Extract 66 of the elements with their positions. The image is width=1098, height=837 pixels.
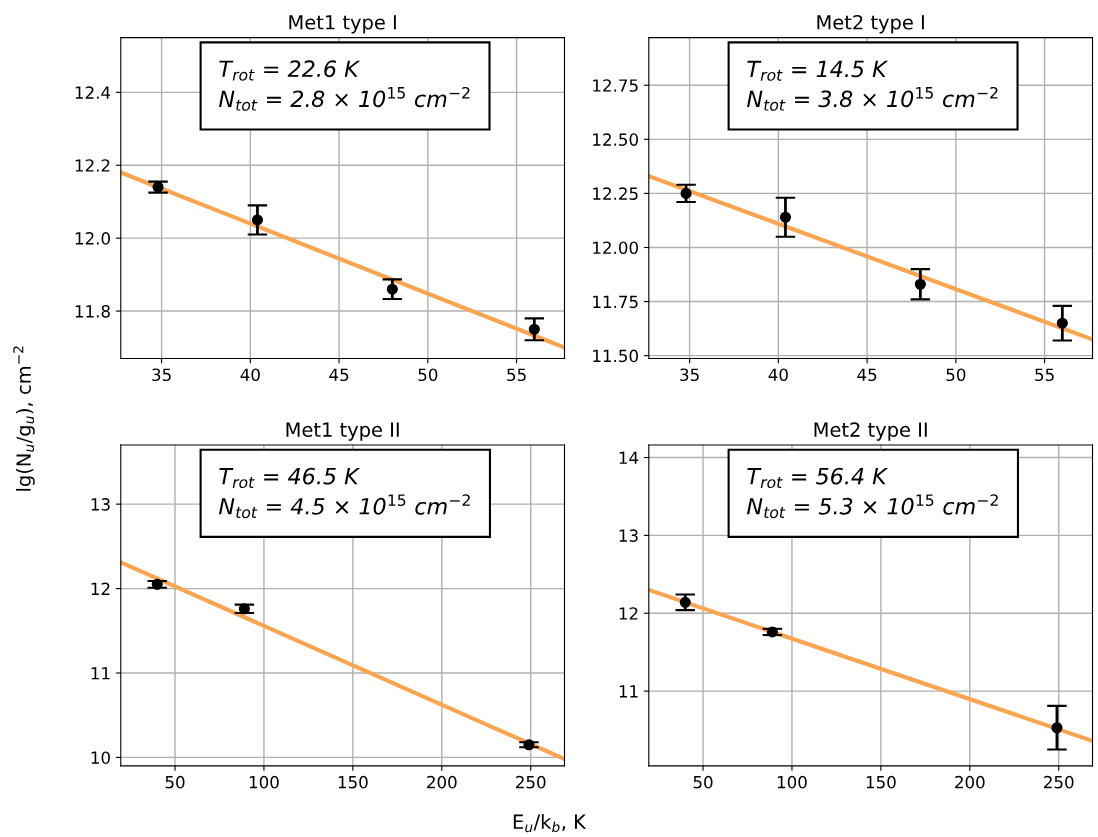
point xyxy=(238,603,250,615)
annotation: T$_{rot}$ = 56.4 K xyxy=(747,467,889,489)
point xyxy=(679,596,691,608)
point xyxy=(779,211,792,223)
y-axis-title: lg(N$_{u}$/g$_{u}$), cm$^{−2}$ xyxy=(13,346,35,491)
y-tick-label: 13 xyxy=(91,498,110,511)
y-tick-label: 12.4 xyxy=(75,86,111,99)
y-tick-label: 14 xyxy=(619,451,639,464)
x-tick-label: 150 xyxy=(866,775,896,789)
annotation: T$_{rot}$ = 22.6 K xyxy=(219,60,361,81)
x-tick-label: 200 xyxy=(427,775,457,789)
chart-title: Met2 type II xyxy=(814,422,927,441)
x-tick-label: 40 xyxy=(240,368,260,382)
x-tick-label: 50 xyxy=(946,368,966,382)
annotation: N$_{tot}$ = 5.3 × 10$^{15}$ cm$^{−2}$ xyxy=(747,494,998,519)
chart-title: Met2 type I xyxy=(817,14,924,34)
annotation: T$_{rot}$ = 46.5 K xyxy=(219,467,361,489)
y-tick-label: 12.50 xyxy=(593,133,638,146)
y-tick-label: 12 xyxy=(91,582,110,595)
annotation: T$_{rot}$ = 14.5 K xyxy=(747,60,889,81)
point xyxy=(914,278,926,290)
point xyxy=(386,283,398,295)
chart-title: Met1 type II xyxy=(286,422,399,441)
y-tick-label: 11 xyxy=(619,685,638,698)
x-axis-title: E$_{u}$/k$_{b}$, K xyxy=(513,813,587,833)
x-tick-label: 35 xyxy=(680,368,699,382)
x-tick-label: 50 xyxy=(693,775,713,789)
y-tick-label: 11.75 xyxy=(593,295,638,309)
x-tick-label: 50 xyxy=(165,775,185,789)
y-tick-label: 12.75 xyxy=(593,79,638,92)
y-tick-label: 11.8 xyxy=(75,305,110,318)
x-tick-label: 35 xyxy=(152,368,171,382)
x-tick-label: 250 xyxy=(1044,775,1074,789)
x-tick-label: 50 xyxy=(418,368,438,382)
point xyxy=(523,739,535,751)
point xyxy=(251,214,263,226)
y-tick-label: 12.00 xyxy=(593,241,638,255)
point xyxy=(1056,317,1068,329)
x-tick-label: 55 xyxy=(507,368,526,382)
x-tick-label: 100 xyxy=(777,775,807,789)
y-tick-label: 10 xyxy=(91,751,110,764)
y-tick-label: 12 xyxy=(619,607,638,620)
x-tick-label: 45 xyxy=(329,368,349,382)
y-tick-label: 12.25 xyxy=(593,187,638,200)
x-tick-label: 250 xyxy=(516,775,546,789)
point xyxy=(152,181,164,193)
point xyxy=(680,187,692,199)
annotation: N$_{tot}$ = 2.8 × 10$^{15}$ cm$^{−2}$ xyxy=(218,86,470,111)
x-tick-label: 100 xyxy=(249,775,279,789)
x-tick-label: 40 xyxy=(768,368,788,382)
point xyxy=(151,578,163,590)
y-tick-label: 12.0 xyxy=(75,232,110,245)
y-tick-label: 12.2 xyxy=(75,159,110,172)
point xyxy=(766,626,778,638)
chart-title: Met1 type I xyxy=(289,15,396,34)
x-tick-label: 150 xyxy=(338,775,368,789)
y-tick-label: 11 xyxy=(91,667,110,680)
point xyxy=(1051,722,1063,734)
x-tick-label: 55 xyxy=(1035,368,1054,382)
y-tick-label: 13 xyxy=(619,529,638,542)
annotation: N$_{tot}$ = 3.8 × 10$^{15}$ cm$^{−2}$ xyxy=(747,86,998,111)
y-tick-label: 11.50 xyxy=(593,349,638,363)
annotation: N$_{tot}$ = 4.5 × 10$^{15}$ cm$^{−2}$ xyxy=(218,494,470,519)
x-tick-label: 200 xyxy=(955,775,985,789)
point xyxy=(528,323,540,335)
x-tick-label: 45 xyxy=(857,368,877,382)
